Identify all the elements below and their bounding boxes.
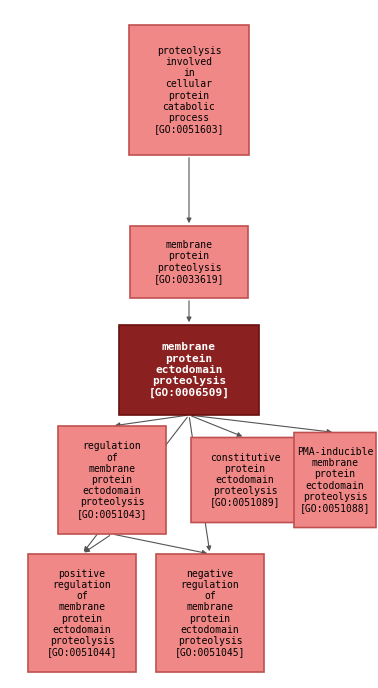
Text: negative
regulation
of
membrane
protein
ectodomain
proteolysis
[GO:0051045]: negative regulation of membrane protein … <box>175 569 245 657</box>
FancyBboxPatch shape <box>294 433 376 528</box>
Text: positive
regulation
of
membrane
protein
ectodomain
proteolysis
[GO:0051044]: positive regulation of membrane protein … <box>47 569 117 657</box>
FancyBboxPatch shape <box>191 438 299 522</box>
FancyBboxPatch shape <box>28 554 136 672</box>
Text: regulation
of
membrane
protein
ectodomain
proteolysis
[GO:0051043]: regulation of membrane protein ectodomai… <box>77 442 147 519</box>
FancyBboxPatch shape <box>58 426 166 534</box>
Text: PMA-inducible
membrane
protein
ectodomain
proteolysis
[GO:0051088]: PMA-inducible membrane protein ectodomai… <box>297 447 373 513</box>
Text: membrane
protein
ectodomain
proteolysis
[GO:0006509]: membrane protein ectodomain proteolysis … <box>149 343 229 398</box>
FancyBboxPatch shape <box>119 325 259 415</box>
FancyBboxPatch shape <box>130 226 248 298</box>
Text: membrane
protein
proteolysis
[GO:0033619]: membrane protein proteolysis [GO:0033619… <box>154 240 224 283</box>
Text: proteolysis
involved
in
cellular
protein
catabolic
process
[GO:0051603]: proteolysis involved in cellular protein… <box>154 46 224 134</box>
Text: constitutive
protein
ectodomain
proteolysis
[GO:0051089]: constitutive protein ectodomain proteoly… <box>210 453 280 508</box>
FancyBboxPatch shape <box>129 25 249 155</box>
FancyBboxPatch shape <box>156 554 264 672</box>
